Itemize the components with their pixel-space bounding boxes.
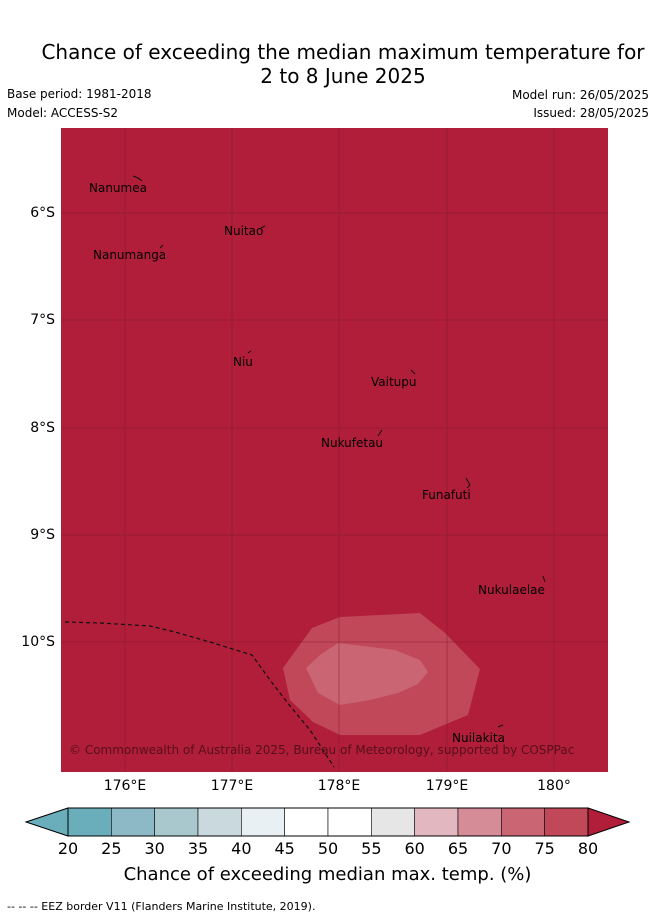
model-run: Model run: 26/05/2025 <box>511 88 649 102</box>
chart-title-line2: 2 to 8 June 2025 <box>260 64 426 88</box>
lat-label-9s: 9°S <box>30 527 55 543</box>
base-period: Base period: 1981-2018 <box>7 87 152 101</box>
place-label-nuitao: Nuitao <box>224 224 263 238</box>
colorbar-segment <box>544 807 589 837</box>
colorbar-segment <box>457 807 502 837</box>
eez-footnote: -- -- -- EEZ border V11 (Flanders Marine… <box>7 900 316 913</box>
colorbar-segment <box>111 807 155 837</box>
place-label-niu: Niu <box>233 355 253 369</box>
lon-label-178e: 178°E <box>317 778 361 794</box>
lon-label-180: 180° <box>537 778 571 794</box>
colorbar-tick-label: 40 <box>231 839 252 858</box>
colorbar-tick-label: 75 <box>534 839 555 858</box>
model-name: Model: ACCESS-S2 <box>7 106 119 120</box>
colorbar-tick-label: 80 <box>577 839 599 858</box>
lon-label-179e: 179°E <box>425 778 469 794</box>
place-label-nanumea: Nanumea <box>89 181 147 195</box>
colorbar-tick-label: 20 <box>57 839 79 858</box>
colorbar-segment <box>501 807 545 837</box>
colorbar-under-arrow <box>24 807 69 837</box>
colorbar-tick-label: 35 <box>187 839 209 858</box>
colorbar-segment <box>371 807 415 837</box>
colorbar-tick-label: 55 <box>361 839 382 858</box>
lat-label-6s: 6°S <box>30 205 55 221</box>
place-label-nuilakita: Nuilakita <box>452 731 505 745</box>
colorbar-segment <box>327 807 372 837</box>
eez-border <box>64 621 335 768</box>
colorbar-tick-label: 70 <box>491 839 512 858</box>
place-label-nukufetau: Nukufetau <box>321 436 383 450</box>
colorbar-segment <box>241 807 285 837</box>
colorbar-over-arrow <box>587 807 631 837</box>
colorbar-frame <box>67 807 589 837</box>
chart-title-line1: Chance of exceeding the median maximum t… <box>41 40 645 64</box>
lon-label-177e: 177°E <box>210 778 254 794</box>
colorbar-segment <box>67 807 112 837</box>
probability-zone-75-80 <box>306 643 428 705</box>
lat-label-7s: 7°S <box>30 312 55 328</box>
colorbar-segment <box>414 807 459 837</box>
place-label-nukulaelae: Nukulaelae <box>478 583 545 597</box>
lat-label-10s: 10°S <box>21 634 55 650</box>
colorbar-tick-label: 25 <box>101 839 122 858</box>
colorbar-label: Chance of exceeding median max. temp. (%… <box>123 864 532 885</box>
issued-date: Issued: 28/05/2025 <box>533 106 649 120</box>
lon-label-176e: 176°E <box>103 778 147 794</box>
colorbar-segment <box>154 807 199 837</box>
lat-label-8s: 8°S <box>30 420 55 436</box>
colorbar-tick-label: 30 <box>144 839 165 858</box>
colorbar-segment <box>197 807 242 837</box>
place-label-nanumanga: Nanumanga <box>93 248 166 262</box>
copyright-notice: © Commonwealth of Australia 2025, Bureau… <box>69 743 574 757</box>
gridlines <box>61 128 608 772</box>
place-label-funafuti: Funafuti <box>422 488 471 502</box>
colorbar <box>24 807 631 837</box>
island-outlines <box>132 175 546 728</box>
place-label-vaitupu: Vaitupu <box>371 375 417 389</box>
colorbar-segment <box>284 807 329 837</box>
colorbar-tick-label: 45 <box>274 839 295 858</box>
map-panel[interactable] <box>61 128 608 772</box>
colorbar-tick-label: 60 <box>404 839 425 858</box>
colorbar-tick-label: 50 <box>317 839 339 858</box>
colorbar-tick-label: 65 <box>447 839 469 858</box>
